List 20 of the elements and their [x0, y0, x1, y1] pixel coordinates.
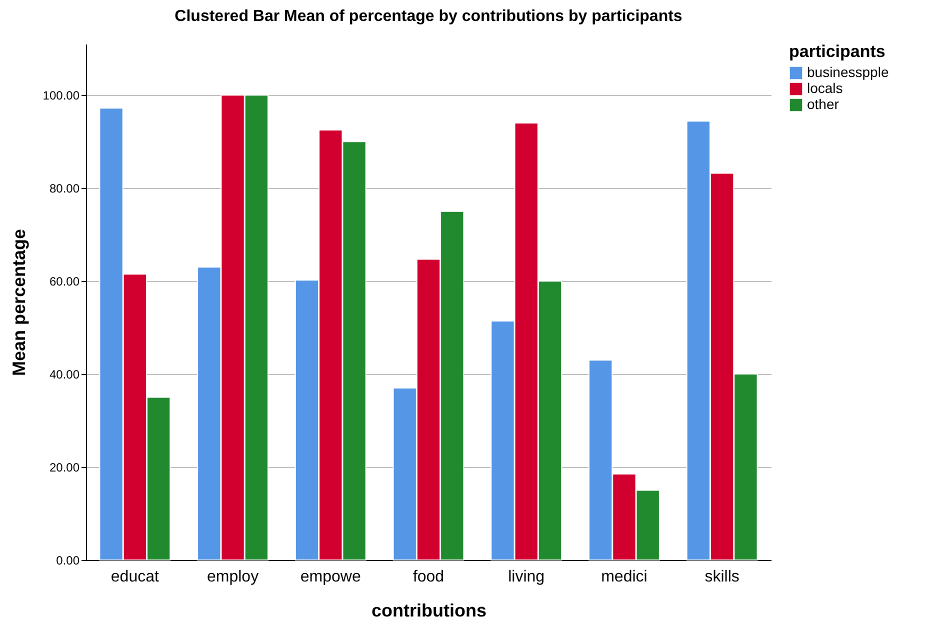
- y-tick-label: 100.00: [42, 88, 80, 103]
- legend-title: participants: [789, 42, 886, 61]
- x-axis-title: contributions: [372, 600, 486, 620]
- y-tick-label: 40.00: [49, 368, 80, 382]
- x-tick-label: employ: [206, 568, 259, 586]
- x-tick-label: food: [412, 568, 444, 586]
- legend-label: other: [807, 96, 840, 112]
- x-tick-label: skills: [704, 568, 740, 586]
- x-tick-label: medici: [601, 568, 648, 586]
- chart-title: Clustered Bar Mean of percentage by contributions by participants: [174, 8, 682, 25]
- x-tick-label: living: [508, 568, 545, 586]
- y-tick-label: 80.00: [49, 182, 80, 196]
- y-tick-label: 20.00: [49, 460, 80, 475]
- x-tick-label: educat: [110, 568, 160, 586]
- y-tick-label: 60.00: [49, 274, 80, 289]
- legend-label: businesspple: [807, 64, 889, 80]
- y-tick-label: 0.00: [56, 554, 80, 568]
- x-tick-label: empowe: [300, 568, 361, 586]
- legend-label: locals: [807, 80, 843, 96]
- y-axis-title: Mean percentage: [8, 228, 29, 376]
